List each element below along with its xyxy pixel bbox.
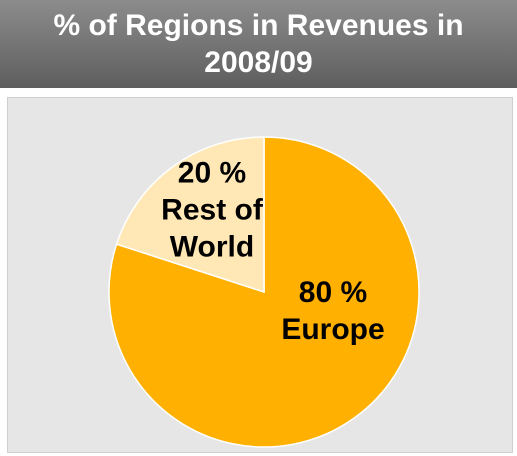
slice-label: 80 % Europe: [253, 274, 413, 348]
value-label: 80 %: [298, 276, 368, 309]
value-label: 20 %: [177, 156, 247, 190]
title-banner: % of Regions in Revenues in 2008/09: [0, 0, 517, 88]
slice-label: 20 % Rest of World: [147, 155, 277, 266]
pie-slice: [115, 136, 265, 294]
chart-title: % of Regions in Revenues in 2008/09: [53, 9, 464, 79]
category-label: Europe: [281, 313, 385, 346]
category-label: Rest of World: [161, 193, 263, 264]
pie-slice: [108, 136, 420, 448]
